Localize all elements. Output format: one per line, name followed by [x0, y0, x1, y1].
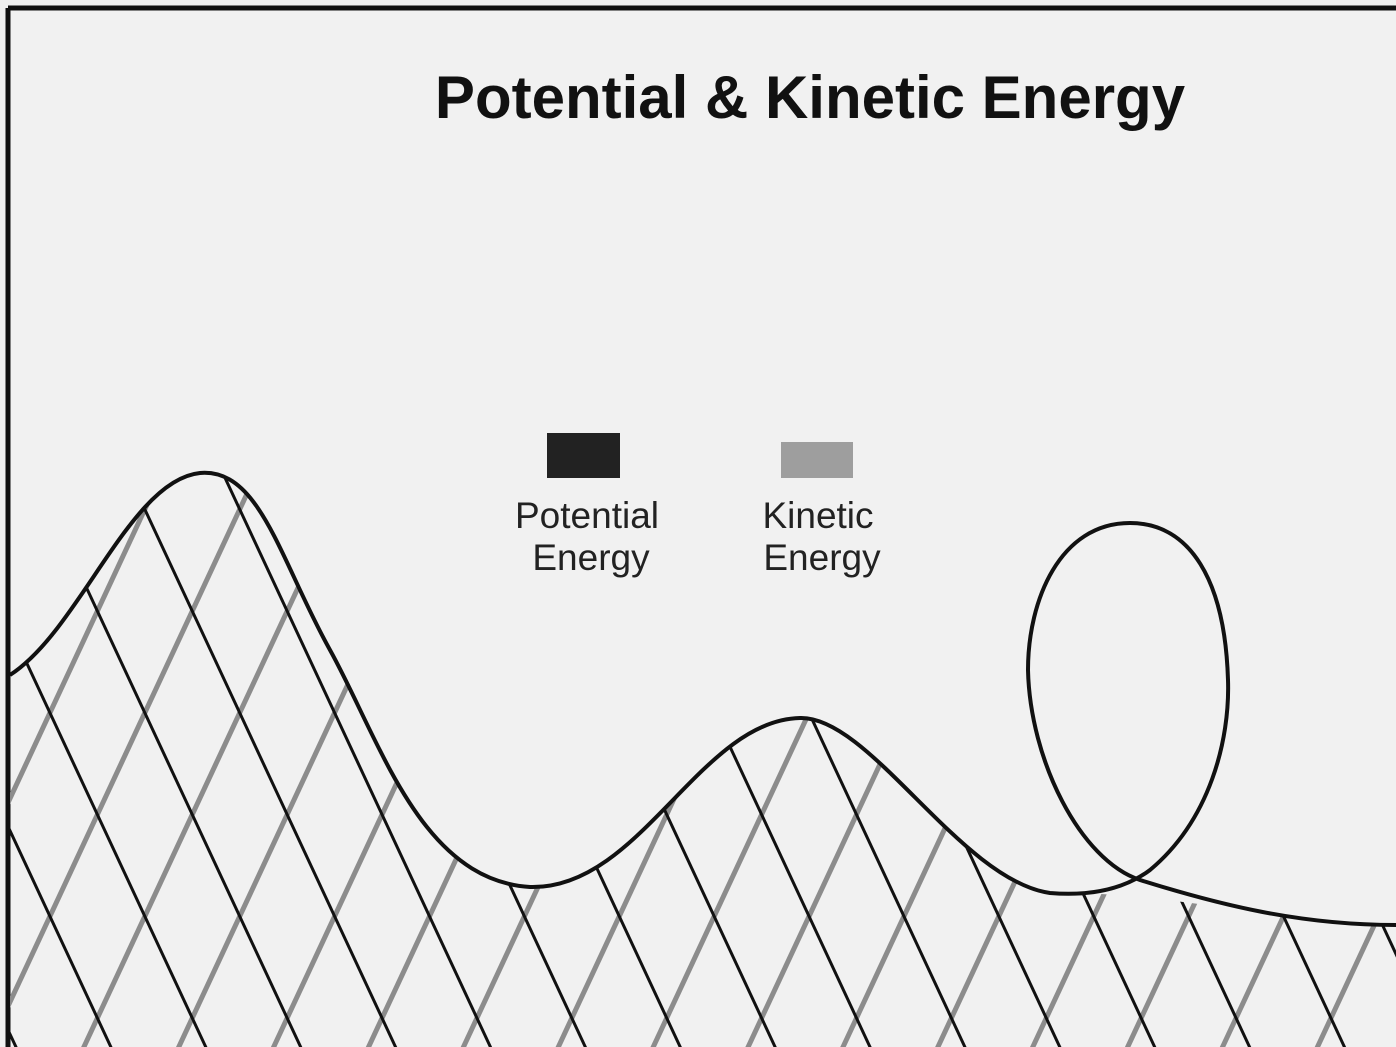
legend-label: Energy	[763, 537, 881, 578]
legend-swatch-kinetic	[781, 442, 853, 478]
legend-label: Energy	[532, 537, 650, 578]
page: Potential & Kinetic Energy Potential Ene…	[0, 0, 1396, 1047]
title: Potential & Kinetic Energy	[435, 64, 1186, 131]
legend-label: Kinetic	[762, 495, 873, 536]
legend-label: Potential	[515, 495, 659, 536]
diagram: Potential & Kinetic Energy Potential Ene…	[0, 0, 1396, 1047]
legend-swatch-potential	[547, 433, 620, 478]
